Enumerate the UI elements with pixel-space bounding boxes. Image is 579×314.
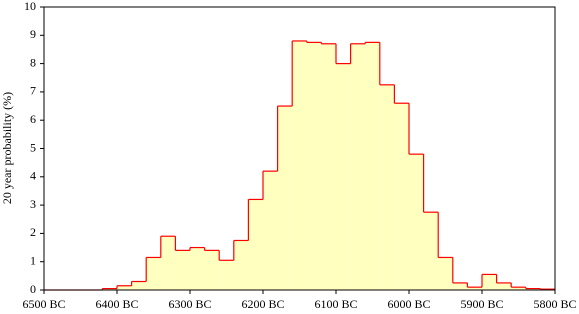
x-tick-label: 5900 BC [460,297,503,311]
bar [204,250,220,290]
bar [452,282,468,290]
bar [423,212,439,290]
bar [525,288,541,290]
bar [263,171,278,290]
bar [511,287,526,290]
y-tick-label: 6 [30,112,36,126]
bar [496,282,512,290]
x-tick-label: 6200 BC [241,297,284,311]
bar [409,154,424,290]
y-tick-label: 5 [30,140,36,154]
bar [117,285,132,290]
bar [102,288,117,290]
y-tick-label: 10 [24,0,36,13]
bar [146,257,161,290]
y-tick-label: 0 [30,282,36,296]
y-tick-label: 1 [30,253,36,267]
y-tick-label: 8 [30,55,36,69]
bar [292,40,307,291]
y-tick-label: 7 [30,84,36,98]
bar [277,106,293,290]
bar [233,240,249,290]
bar [336,63,351,290]
bar [175,250,190,290]
x-tick-label: 5800 BC [533,297,576,311]
bar [160,236,176,290]
x-tick-label: 6500 BC [22,297,65,311]
bar [379,84,395,290]
bar [321,43,336,290]
bar [219,260,234,290]
y-tick-label: 4 [30,169,36,183]
bar [394,103,409,290]
x-tick-label: 6300 BC [168,297,211,311]
y-tick-label: 3 [30,197,36,211]
bar [438,257,453,290]
y-tick-label: 9 [30,27,36,41]
x-tick-label: 6100 BC [314,297,357,311]
x-tick-label: 6000 BC [387,297,430,311]
y-tick-label: 2 [30,225,36,239]
bar [306,42,322,290]
bar [248,199,263,290]
y-axis-label: 20 year probability (%) [0,92,14,204]
bar [482,274,497,290]
bar [190,247,205,290]
bar [350,43,366,290]
x-tick-label: 6400 BC [95,297,138,311]
bar [365,42,380,290]
bar [467,287,482,290]
bar [131,281,147,290]
